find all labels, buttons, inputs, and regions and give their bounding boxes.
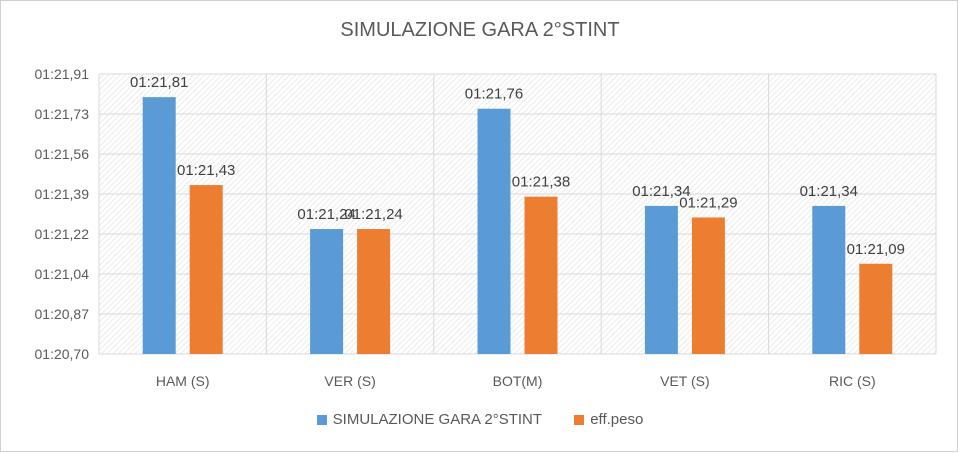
legend-label-series-1: SIMULAZIONE GARA 2°STINT [332,411,543,428]
bar-series-1 [310,229,344,354]
plot-background [99,74,936,354]
y-tick-label: 01:20,87 [35,306,90,322]
bar-series-1 [477,108,511,354]
bar-series-2 [524,196,558,354]
legend-swatch-series-2 [574,414,585,425]
bar-series-2 [859,263,893,354]
data-label-series-1: 01:21,76 [465,86,523,103]
legend: SIMULAZIONE GARA 2°STINT eff.peso [1,411,958,429]
y-tick-label: 01:21,56 [35,146,90,162]
y-tick-label: 01:20,70 [35,346,90,362]
legend-label-series-2: eff.peso [590,411,644,428]
bar-series-2 [189,185,223,354]
bar-series-1 [644,205,678,354]
y-tick-label: 01:21,73 [35,106,90,122]
x-category-label: HAM (S) [156,373,210,389]
y-tick-label: 01:21,04 [35,266,90,282]
chart-title: SIMULAZIONE GARA 2°STINT [340,19,620,41]
bar-series-1 [142,97,176,354]
x-category-label: BOT(M) [493,373,543,389]
x-category-label: VET (S) [660,373,710,389]
legend-item-series-1: SIMULAZIONE GARA 2°STINT [316,411,543,428]
data-label-series-2: 01:21,29 [679,194,737,211]
y-tick-label: 01:21,22 [35,226,90,242]
data-label-series-1: 01:21,24 [297,206,355,223]
bar-series-2 [691,217,725,354]
y-tick-label: 01:21,91 [35,66,90,82]
data-label-series-2: 01:21,24 [344,206,402,223]
x-category-label: RIC (S) [829,373,876,389]
data-label-series-2: 01:21,43 [177,162,235,179]
data-label-series-2: 01:21,38 [512,174,570,191]
data-label-series-1: 01:21,34 [800,183,858,200]
bar-series-2 [357,229,391,354]
data-label-series-1: 01:21,34 [632,183,690,200]
data-label-series-1: 01:21,81 [130,74,188,91]
data-label-series-2: 01:21,09 [847,241,905,258]
bar-series-1 [812,205,846,354]
y-tick-label: 01:21,39 [35,186,90,202]
x-category-label: VER (S) [324,373,375,389]
legend-item-series-2: eff.peso [574,411,643,428]
legend-swatch-series-1 [316,414,327,425]
